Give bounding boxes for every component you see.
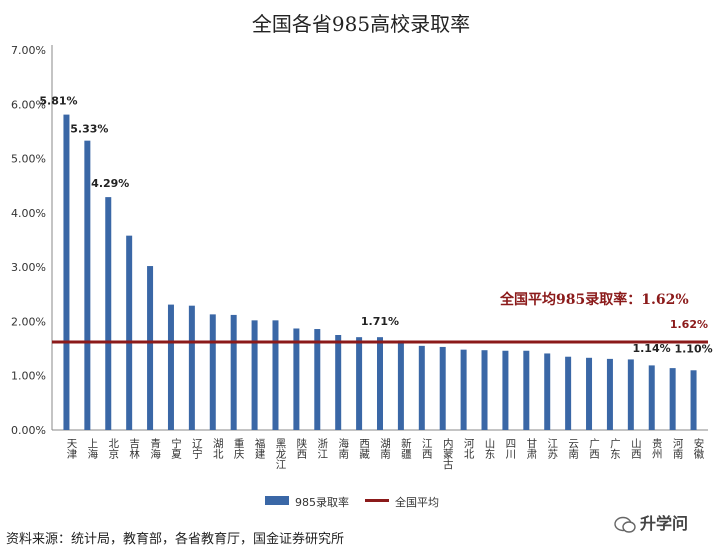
x-tick-label: 宁夏 — [170, 437, 182, 459]
legend-label-average: 全国平均 — [395, 496, 439, 509]
x-tick-label: 河北 — [463, 438, 475, 459]
x-tick-label: 陕西 — [295, 437, 307, 459]
brand-name: 升学问 — [640, 514, 689, 533]
legend-label-rate: 985录取率 — [295, 496, 349, 509]
bar-29 — [669, 368, 676, 430]
y-tick-label: 4.00% — [11, 207, 46, 220]
bar-30 — [690, 370, 697, 430]
x-tick-label: 吉林 — [128, 438, 140, 460]
x-tick-label: 黑龙江 — [274, 438, 286, 470]
bar-7 — [209, 314, 216, 430]
data-label-15: 1.71% — [361, 315, 399, 328]
x-tick-label: 云南 — [567, 438, 579, 459]
x-tick-label: 内蒙古 — [442, 437, 454, 470]
x-tick-label: 广东 — [609, 438, 621, 459]
x-tick-label: 山东 — [484, 438, 496, 459]
bar-27 — [627, 359, 634, 430]
x-tick-label: 海南 — [337, 437, 349, 459]
bar-0 — [63, 114, 70, 430]
x-tick-label: 江西 — [421, 438, 433, 459]
x-tick-label: 辽宁 — [191, 438, 203, 459]
bar-19 — [460, 349, 467, 430]
data-label-0: 5.81% — [39, 95, 77, 108]
y-tick-label: 5.00% — [11, 153, 46, 166]
bar-13 — [335, 335, 342, 430]
bar-6 — [188, 305, 195, 430]
bar-21 — [502, 350, 509, 430]
bar-16 — [397, 340, 404, 430]
x-tick-label: 广西 — [588, 438, 600, 459]
source-note: 资料来源：统计局，教育部，各省教育厅，国金证券研究所 — [6, 532, 345, 547]
bar-3 — [126, 235, 133, 430]
chart-title: 全国各省985高校录取率 — [251, 12, 471, 36]
bar-28 — [648, 365, 655, 430]
x-tick-label: 江苏 — [546, 438, 558, 460]
data-label-30: 1.10% — [674, 342, 712, 355]
x-tick-label: 安徽 — [693, 437, 705, 460]
x-tick-label: 贵州 — [651, 437, 663, 459]
bar-20 — [481, 350, 488, 430]
x-tick-label: 山西 — [630, 438, 642, 459]
y-tick-label: 7.00% — [11, 44, 46, 57]
wechat-icon — [614, 516, 636, 533]
data-label-2: 4.29% — [91, 177, 129, 190]
bar-22 — [523, 350, 530, 430]
bar-25 — [586, 357, 593, 430]
bar-5 — [167, 304, 174, 430]
y-tick-label: 3.00% — [11, 261, 46, 274]
x-tick-label: 四川 — [504, 438, 516, 459]
bar-26 — [606, 358, 613, 430]
bar-2 — [105, 197, 112, 430]
average-value-label: 1.62% — [670, 318, 708, 331]
x-tick-label: 湖北 — [212, 438, 224, 459]
x-tick-label: 西藏 — [358, 438, 370, 460]
bar-15 — [377, 337, 383, 430]
bar-9 — [251, 320, 258, 430]
x-tick-label: 河南 — [672, 438, 684, 459]
x-tick-label: 青海 — [149, 437, 161, 460]
average-annotation: 全国平均985录取率：1.62% — [499, 291, 689, 308]
bar-10 — [272, 320, 279, 430]
data-label-29: 1.14% — [632, 342, 670, 355]
y-tick-label: 1.00% — [11, 370, 46, 383]
x-tick-label: 甘肃 — [525, 437, 537, 460]
legend-swatch-bar — [265, 496, 289, 505]
x-tick-label: 北京 — [107, 438, 119, 460]
x-tick-label: 天津 — [65, 438, 77, 460]
data-label-1: 5.33% — [70, 123, 108, 136]
bar-14 — [356, 337, 363, 430]
bar-24 — [565, 356, 572, 430]
x-tick-label: 上海 — [86, 438, 98, 460]
x-tick-label: 重庆 — [233, 437, 245, 460]
bar-4 — [147, 266, 154, 430]
bar-23 — [544, 353, 551, 430]
x-tick-label: 新疆 — [400, 437, 412, 460]
x-tick-label: 湖南 — [379, 438, 391, 459]
bar-17 — [418, 345, 425, 430]
y-tick-label: 0.00% — [11, 424, 46, 437]
y-tick-label: 2.00% — [11, 315, 46, 328]
x-tick-label: 福建 — [254, 437, 266, 460]
x-tick-label: 浙江 — [316, 438, 328, 459]
brand-watermark: 升学问 — [614, 510, 688, 534]
y-tick-label: 6.00% — [11, 98, 46, 111]
legend-swatch-line — [365, 499, 389, 502]
bar-1 — [84, 140, 91, 430]
bar-11 — [293, 328, 300, 430]
bar-8 — [230, 314, 237, 430]
bar-12 — [314, 329, 321, 430]
bar-18 — [439, 346, 446, 430]
